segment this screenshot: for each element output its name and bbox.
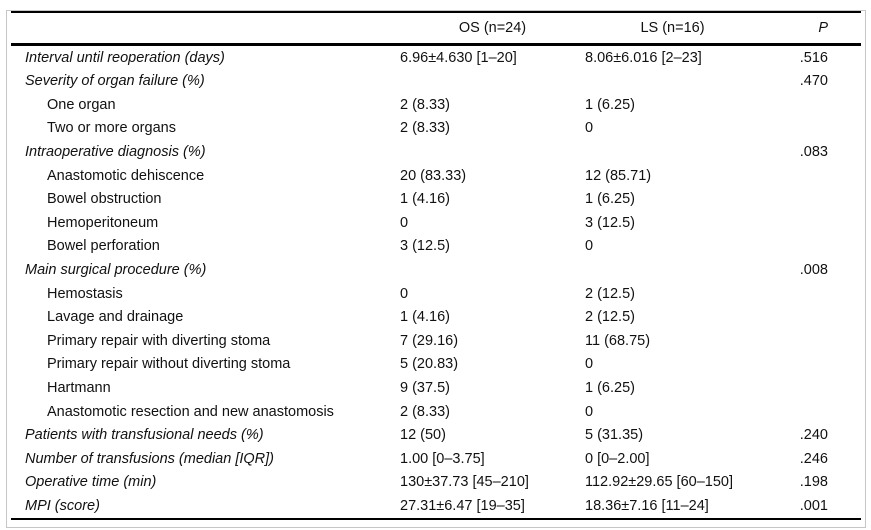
row-label: Operative time (min) — [25, 475, 157, 490]
header-os-column: OS (n=24) — [458, 20, 527, 36]
table-rows: Interval until reoperation (days) 6.96±4… — [11, 46, 861, 520]
row-label: Primary repair without diverting stoma — [47, 357, 291, 372]
ls-value: 1 (6.25) — [585, 97, 635, 113]
p-value: .198 — [799, 475, 828, 490]
ls-value: 0 — [585, 239, 594, 254]
table-row: Primary repair with diverting stoma 7 (2… — [11, 329, 861, 353]
row-label: Hemoperitoneum — [47, 215, 159, 231]
table-row: Main surgical procedure (%) .008 — [11, 258, 861, 282]
ls-value: 0 — [585, 404, 594, 420]
os-value: 2 (8.33) — [400, 121, 450, 136]
ls-value: 5 (31.35) — [585, 428, 644, 443]
table-row: Bowel perforation 3 (12.5) 0 — [11, 235, 861, 259]
p-value: .001 — [799, 498, 828, 514]
os-value: 0 — [400, 215, 409, 231]
row-label: Two or more organs — [47, 121, 176, 136]
ls-value: 2 (12.5) — [585, 286, 635, 302]
ls-value: 18.36±7.16 [11–24] — [585, 498, 709, 514]
table-row: Hemoperitoneum 0 3 (12.5) — [11, 211, 861, 235]
table-row: Bowel obstruction 1 (4.16) 1 (6.25) — [11, 188, 861, 212]
ls-value: 112.92±29.65 [60–150] — [585, 475, 733, 490]
row-label: MPI (score) — [25, 498, 100, 514]
ls-value: 0 — [585, 121, 594, 136]
table-row: One organ 2 (8.33) 1 (6.25) — [11, 93, 861, 117]
os-value: 12 (50) — [400, 428, 446, 443]
header-p-column: P — [818, 20, 828, 36]
os-value: 7 (29.16) — [400, 333, 459, 349]
row-label: One organ — [47, 97, 116, 113]
ls-value: 0 [0–2.00] — [585, 451, 650, 467]
row-label: Main surgical procedure (%) — [25, 262, 207, 278]
comparison-table: OS (n=24) LS (n=16) P Interval until reo… — [6, 10, 866, 528]
table-row: Anastomotic dehiscence 20 (83.33) 12 (85… — [11, 164, 861, 188]
os-value: 20 (83.33) — [400, 168, 467, 184]
table-row: Hemostasis 0 2 (12.5) — [11, 282, 861, 306]
p-value: .246 — [799, 451, 828, 467]
os-value: 1 (4.16) — [400, 310, 450, 325]
row-label: Bowel obstruction — [47, 192, 162, 207]
ls-value: 12 (85.71) — [585, 168, 652, 184]
os-value: 6.96±4.630 [1–20] — [400, 50, 517, 66]
row-label: Anastomotic dehiscence — [47, 168, 205, 184]
os-value: 3 (12.5) — [400, 239, 450, 254]
table-row: Operative time (min) 130±37.73 [45–210] … — [11, 471, 861, 495]
os-value: 2 (8.33) — [400, 97, 450, 113]
os-value: 27.31±6.47 [19–35] — [400, 498, 525, 514]
os-value: 1 (4.16) — [400, 192, 450, 207]
table-header-row: OS (n=24) LS (n=16) P — [11, 13, 861, 46]
table-row: Primary repair without diverting stoma 5… — [11, 353, 861, 377]
ls-value: 8.06±6.016 [2–23] — [585, 50, 702, 66]
ls-value: 1 (6.25) — [585, 380, 635, 396]
os-value: 1.00 [0–3.75] — [400, 451, 485, 467]
p-value: .083 — [799, 144, 828, 160]
table-inner: OS (n=24) LS (n=16) P Interval until reo… — [11, 11, 861, 520]
p-value: .008 — [799, 262, 828, 278]
p-value: .240 — [799, 428, 828, 443]
table-row: Number of transfusions (median [IQR]) 1.… — [11, 447, 861, 471]
table-row: Severity of organ failure (%) .470 — [11, 70, 861, 94]
os-value: 130±37.73 [45–210] — [400, 475, 529, 490]
row-label: Hemostasis — [47, 286, 123, 302]
header-ls-column: LS (n=16) — [640, 20, 705, 36]
p-value: .516 — [799, 50, 828, 66]
ls-value: 2 (12.5) — [585, 310, 635, 325]
ls-value: 0 — [585, 357, 594, 372]
row-label: Primary repair with diverting stoma — [47, 333, 271, 349]
table-row: Hartmann 9 (37.5) 1 (6.25) — [11, 376, 861, 400]
ls-value: 1 (6.25) — [585, 192, 635, 207]
row-label: Intraoperative diagnosis (%) — [25, 144, 206, 160]
row-label: Number of transfusions (median [IQR]) — [25, 451, 275, 467]
table-row: Anastomotic resection and new anastomosi… — [11, 400, 861, 424]
os-value: 2 (8.33) — [400, 404, 450, 420]
ls-value: 11 (68.75) — [585, 333, 651, 349]
os-value: 5 (20.83) — [400, 357, 459, 372]
p-value: .470 — [799, 74, 828, 89]
row-label: Patients with transfusional needs (%) — [25, 428, 264, 443]
row-label: Lavage and drainage — [47, 310, 184, 325]
table-row: Interval until reoperation (days) 6.96±4… — [11, 46, 861, 70]
table-row: Two or more organs 2 (8.33) 0 — [11, 117, 861, 141]
row-label: Severity of organ failure (%) — [25, 74, 205, 89]
table-row: Patients with transfusional needs (%) 12… — [11, 424, 861, 448]
table-row: Intraoperative diagnosis (%) .083 — [11, 140, 861, 164]
row-label: Interval until reoperation (days) — [25, 50, 225, 66]
os-value: 9 (37.5) — [400, 380, 450, 396]
table-row: MPI (score) 27.31±6.47 [19–35] 18.36±7.1… — [11, 494, 861, 518]
os-value: 0 — [400, 286, 409, 302]
table-row: Lavage and drainage 1 (4.16) 2 (12.5) — [11, 306, 861, 330]
row-label: Anastomotic resection and new anastomosi… — [47, 404, 334, 420]
ls-value: 3 (12.5) — [585, 215, 635, 231]
row-label: Hartmann — [47, 380, 111, 396]
row-label: Bowel perforation — [47, 239, 160, 254]
